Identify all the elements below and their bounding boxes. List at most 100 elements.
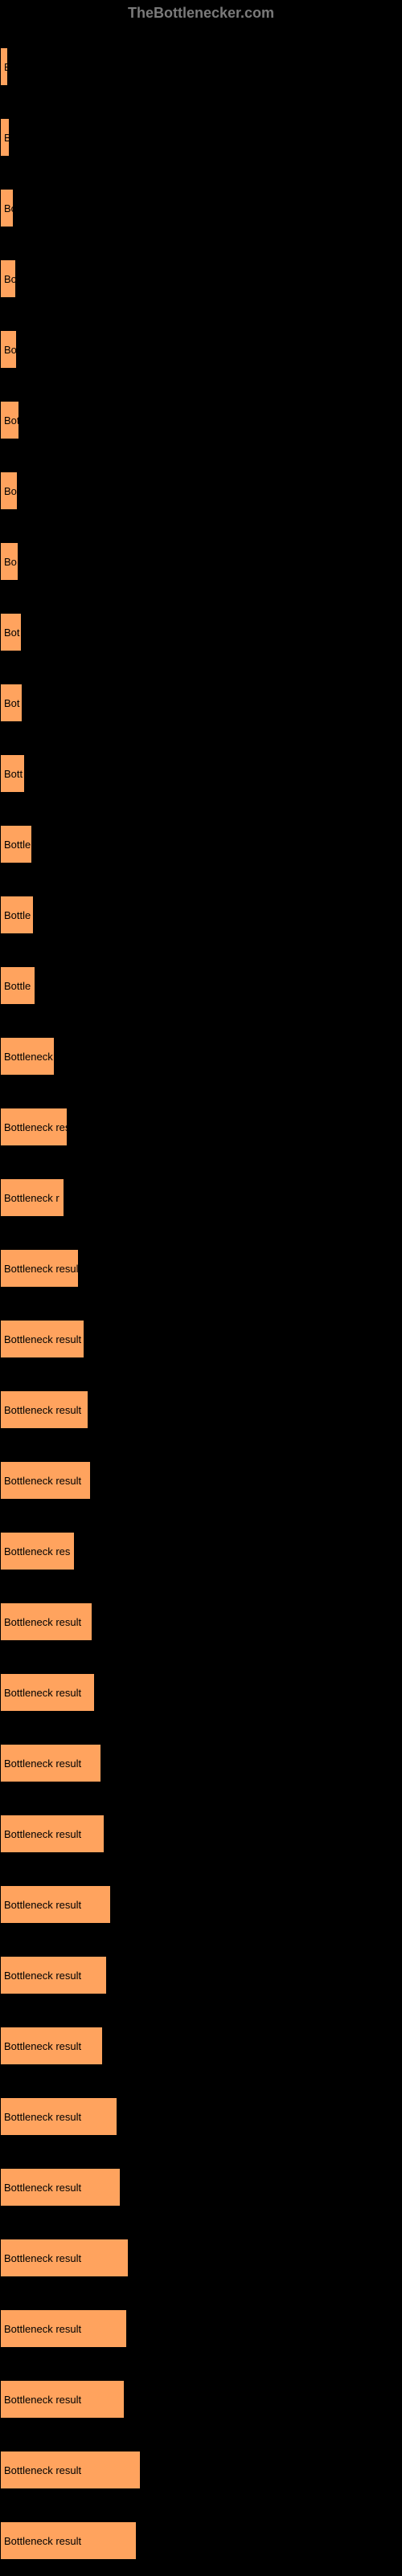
bar-label: Bottleneck result (4, 2040, 81, 2052)
bar-label: Bottleneck result (4, 1970, 81, 1982)
bar-label: Bo (4, 202, 14, 214)
bar: Bottleneck result (0, 1815, 105, 1853)
bar-row: Bottleneck result (0, 2364, 402, 2435)
bar: Bottleneck result (0, 2309, 127, 2348)
bar-label: Bottleneck result (4, 2252, 81, 2264)
bar-label: Bottleneck result (4, 1828, 81, 1840)
bar-label: Bottleneck result (4, 2535, 81, 2547)
bar: Bottleneck result (0, 2239, 129, 2277)
bar-label: Bottleneck (4, 1051, 53, 1063)
bar-row: Bottleneck result (0, 1304, 402, 1374)
bar-label: Bottleneck r (4, 1192, 59, 1204)
bar: Bottleneck result (0, 2521, 137, 2560)
bar-label: Bo (4, 556, 17, 568)
bottleneck-bar-chart: B B Bo Bo Bo Bot Bo Bo Bot Bot Bott Bottle Bottle Bot… (0, 31, 402, 2576)
bar: Bottle (0, 966, 35, 1005)
bar-row: Bottleneck result (0, 1374, 402, 1445)
bar: Bottleneck res (0, 1108, 68, 1146)
bar-label: Bottleneck result (4, 2464, 81, 2476)
bar-row: Bottleneck result (0, 1940, 402, 2011)
bar-label: Bot (4, 627, 20, 639)
bar: Bottleneck r (0, 1178, 64, 1217)
bar: Bo (0, 259, 16, 298)
bar: Bottle (0, 825, 32, 863)
bar-row: Bottleneck res (0, 1516, 402, 1586)
header: TheBottlenecker.com (0, 0, 402, 31)
bar-label: Bo (4, 273, 16, 285)
bar: Bottleneck result (0, 2027, 103, 2065)
bar-row: Bott (0, 738, 402, 809)
bar: Bottleneck result (0, 1956, 107, 1994)
bar: Bottleneck result (0, 2168, 121, 2207)
bar: Bottleneck (0, 1037, 55, 1076)
bar-label: Bot (4, 697, 20, 709)
bar: Bot (0, 684, 23, 722)
bar: Bo (0, 189, 14, 227)
bar-label: Bottle (4, 839, 31, 851)
bar: Bo (0, 472, 18, 510)
bar: Bottleneck result (0, 1885, 111, 1924)
bar-row: Bottleneck result (0, 1445, 402, 1516)
bar-row: Bottle (0, 809, 402, 880)
bar: Bot (0, 401, 19, 439)
bar-label: Bottleneck result (4, 1899, 81, 1911)
bar-label: Bottleneck result (4, 1333, 81, 1345)
bar-label: Bottleneck result (4, 1616, 81, 1628)
bar-label: Bottleneck res (4, 1121, 68, 1133)
bar-label: Bo (4, 344, 17, 356)
bar-row: Bottleneck result (0, 2081, 402, 2152)
bar: Bottleneck result (0, 1602, 92, 1641)
bar-label: Bottleneck result (4, 1404, 81, 1416)
bar-row: Bottleneck resul (0, 1233, 402, 1304)
bar-row: Bo (0, 314, 402, 385)
bar-label: Bottleneck result (4, 1475, 81, 1487)
bar: Bottleneck result (0, 2451, 141, 2489)
bar-row: Bottleneck result (0, 1728, 402, 1798)
bar: Bo (0, 542, 18, 581)
bar: Bottleneck result (0, 2097, 117, 2136)
bar-label: Bottleneck result (4, 1687, 81, 1699)
bar: Bottleneck result (0, 1744, 101, 1782)
bar-label: Bottle (4, 980, 31, 992)
bar-row: Bot (0, 385, 402, 455)
bar-row: Bot (0, 597, 402, 667)
bar: Bottleneck result (0, 1461, 91, 1500)
bar-row: Bottleneck result (0, 1798, 402, 1869)
bar-row: Bot (0, 667, 402, 738)
bar-row: Bo (0, 243, 402, 314)
bar: Bott (0, 754, 25, 793)
bar-row: Bottle (0, 950, 402, 1021)
bar-label: Bottleneck result (4, 2323, 81, 2335)
bar: B (0, 47, 8, 86)
bar-row: Bottleneck result (0, 2435, 402, 2505)
bar: Bottleneck resul (0, 1249, 79, 1288)
bar: Bottleneck res (0, 1532, 75, 1570)
bar-label: Bot (4, 414, 19, 427)
bar-row: Bottleneck result (0, 1869, 402, 1940)
bar-row: Bottleneck result (0, 1657, 402, 1728)
bar: Bottleneck result (0, 1320, 84, 1358)
bar-label: Bottleneck result (4, 2111, 81, 2123)
bar-row: B (0, 31, 402, 102)
bar-label: Bott (4, 768, 23, 780)
bar: B (0, 118, 10, 157)
bar-row: Bo (0, 526, 402, 597)
bar-label: B (4, 61, 8, 73)
bar-row: Bottleneck result (0, 1586, 402, 1657)
bar-row: Bottleneck result (0, 2293, 402, 2364)
bar: Bo (0, 330, 17, 369)
bar-label: Bottleneck res (4, 1545, 70, 1557)
bar: Bottle (0, 896, 34, 934)
bar-label: Bottleneck result (4, 1757, 81, 1770)
bar-label: Bottleneck resul (4, 1263, 79, 1275)
bar-label: Bottleneck result (4, 2394, 81, 2406)
bar-row: Bottleneck result (0, 2223, 402, 2293)
bar-row: Bottle (0, 880, 402, 950)
bar-row: Bottleneck result (0, 2505, 402, 2576)
bar-label: B (4, 132, 10, 144)
bar-row: Bo (0, 173, 402, 243)
site-title: TheBottlenecker.com (128, 5, 274, 21)
bar-row: Bottleneck r (0, 1162, 402, 1233)
bar-row: Bottleneck res (0, 1092, 402, 1162)
bar-row: B (0, 102, 402, 173)
